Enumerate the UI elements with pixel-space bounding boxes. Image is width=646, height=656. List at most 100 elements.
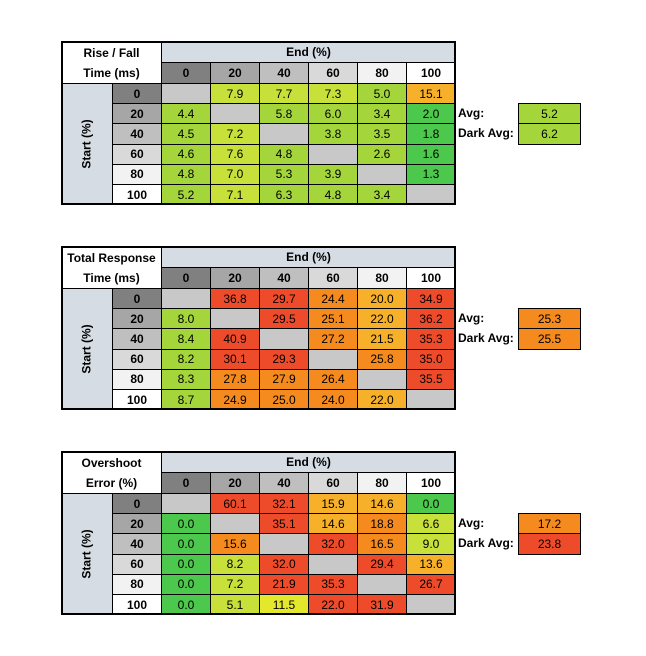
value-cell: 9.0 [406, 533, 456, 555]
row-label: 20 [112, 308, 162, 330]
title-line: Overshoot [81, 455, 142, 470]
value-cell: 1.6 [406, 143, 456, 165]
column-label: 40 [259, 62, 309, 84]
value-cell: 5.2 [161, 184, 211, 206]
value-cell: 7.2 [210, 573, 260, 595]
value-cell: 14.6 [308, 513, 358, 535]
row-label: 60 [112, 553, 162, 575]
value-cell: 32.0 [259, 553, 309, 575]
row-header-text: Start (%) [80, 529, 94, 579]
row-header-text: Start (%) [80, 119, 94, 169]
value-cell [308, 143, 358, 165]
value-cell: 36.2 [406, 308, 456, 330]
row-label: 0 [112, 493, 162, 515]
summary-value: 23.8 [518, 533, 581, 555]
row-label: 40 [112, 123, 162, 145]
value-cell: 11.5 [259, 594, 309, 616]
value-cell: 27.9 [259, 368, 309, 390]
value-cell: 8.2 [210, 553, 260, 575]
title-line: Rise / Fall [83, 45, 140, 60]
table-title: Rise / Fall Time (ms) [61, 41, 162, 84]
value-cell [357, 163, 407, 185]
column-label: 40 [259, 267, 309, 289]
value-cell: 0.0 [161, 573, 211, 595]
row-label: 60 [112, 348, 162, 370]
summary-value: 17.2 [518, 513, 581, 535]
table-title: Overshoot Error (%) [61, 451, 162, 494]
row-label: 0 [112, 288, 162, 310]
value-cell: 4.6 [161, 143, 211, 165]
column-label: 20 [210, 267, 260, 289]
row-label: 80 [112, 163, 162, 185]
value-cell: 3.8 [308, 123, 358, 145]
summary-label: Dark Avg: [458, 536, 514, 551]
summary-label: Avg: [458, 106, 485, 121]
column-label: 60 [308, 267, 358, 289]
value-cell [308, 348, 358, 370]
value-cell: 2.0 [406, 103, 456, 125]
title-line: Total Response [67, 250, 156, 265]
value-cell: 7.9 [210, 83, 260, 105]
value-cell: 34.9 [406, 288, 456, 310]
column-label: 0 [161, 267, 211, 289]
value-cell: 5.3 [259, 163, 309, 185]
value-cell [406, 184, 456, 206]
value-cell [161, 493, 211, 515]
value-cell: 6.0 [308, 103, 358, 125]
value-cell: 6.3 [259, 184, 309, 206]
value-cell: 25.0 [259, 389, 309, 411]
column-header: End (%) [161, 246, 456, 268]
summary-value: 5.2 [518, 103, 581, 125]
value-cell [308, 553, 358, 575]
value-cell: 25.1 [308, 308, 358, 330]
value-cell: 22.0 [357, 308, 407, 330]
value-cell: 15.6 [210, 533, 260, 555]
row-header: Start (%) [61, 493, 113, 616]
value-cell: 35.1 [259, 513, 309, 535]
value-cell: 8.4 [161, 328, 211, 350]
value-cell: 24.4 [308, 288, 358, 310]
summary-value: 25.3 [518, 308, 581, 330]
summary-label: Avg: [458, 516, 485, 531]
value-cell: 21.9 [259, 573, 309, 595]
value-cell [357, 573, 407, 595]
row-label: 100 [112, 594, 162, 616]
value-cell: 20.0 [357, 288, 407, 310]
row-header: Start (%) [61, 288, 113, 411]
value-cell [210, 103, 260, 125]
value-cell [161, 83, 211, 105]
value-cell: 25.8 [357, 348, 407, 370]
column-label: 40 [259, 472, 309, 494]
value-cell: 5.8 [259, 103, 309, 125]
value-cell [406, 594, 456, 616]
value-cell: 24.0 [308, 389, 358, 411]
value-cell: 8.2 [161, 348, 211, 370]
row-header: Start (%) [61, 83, 113, 206]
value-cell: 1.3 [406, 163, 456, 185]
value-cell: 40.9 [210, 328, 260, 350]
column-label: 80 [357, 267, 407, 289]
value-cell: 8.3 [161, 368, 211, 390]
value-cell [259, 123, 309, 145]
value-cell: 29.3 [259, 348, 309, 370]
value-cell: 29.7 [259, 288, 309, 310]
column-label: 100 [406, 62, 456, 84]
value-cell: 7.6 [210, 143, 260, 165]
value-cell: 36.8 [210, 288, 260, 310]
value-cell: 4.8 [308, 184, 358, 206]
value-cell [259, 328, 309, 350]
value-cell: 8.7 [161, 389, 211, 411]
value-cell: 32.0 [308, 533, 358, 555]
value-cell [406, 389, 456, 411]
value-cell: 1.8 [406, 123, 456, 145]
row-label: 80 [112, 573, 162, 595]
value-cell: 60.1 [210, 493, 260, 515]
value-cell: 35.3 [406, 328, 456, 350]
title-line: Error (%) [85, 475, 138, 490]
value-cell: 18.8 [357, 513, 407, 535]
value-cell: 0.0 [161, 553, 211, 575]
column-label: 60 [308, 472, 358, 494]
value-cell: 26.7 [406, 573, 456, 595]
value-cell: 0.0 [161, 513, 211, 535]
